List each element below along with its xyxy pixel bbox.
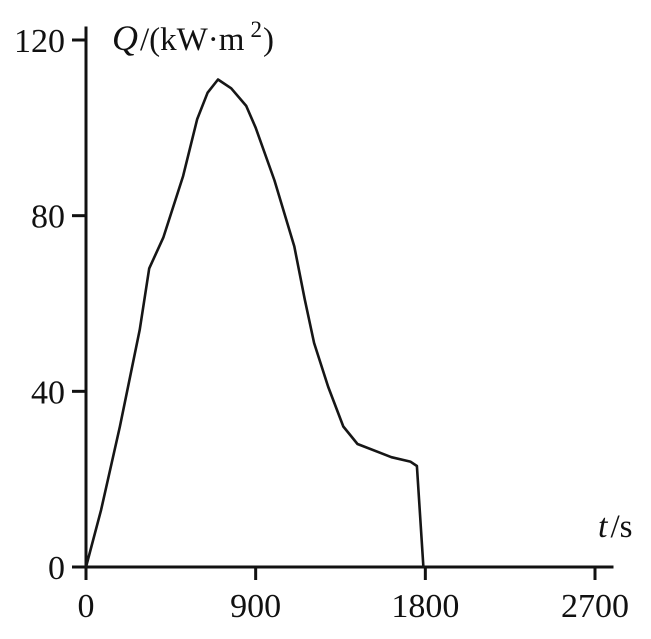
axes <box>84 26 614 569</box>
x-tick-label: 1800 <box>391 588 459 625</box>
y-axis-title: Q/(kW·m 2) <box>112 17 274 58</box>
y-tick-label: 120 <box>14 23 65 60</box>
data-curve <box>84 78 425 569</box>
y-tick-label: 0 <box>48 550 65 587</box>
x-tick-label: 2700 <box>561 588 629 625</box>
y-tick-label: 40 <box>31 374 65 411</box>
tick-labels: 0 900 1800 2700 0 40 80 120 <box>14 23 629 625</box>
x-axis-title: t/s <box>598 508 632 545</box>
x-tick-label: 900 <box>230 588 281 625</box>
x-tick-label: 0 <box>78 588 95 625</box>
y-tick-label: 80 <box>31 199 65 236</box>
tick-marks <box>72 38 597 580</box>
